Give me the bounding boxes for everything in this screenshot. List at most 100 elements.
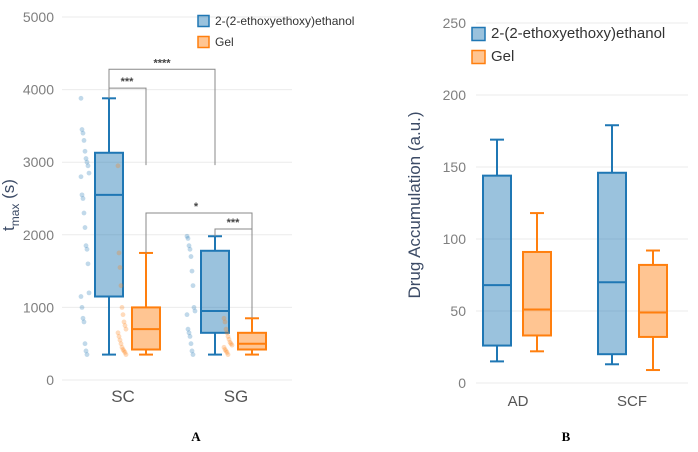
data-point [186,330,192,336]
data-point [119,344,125,350]
data-point [187,334,193,339]
data-point [185,326,191,332]
significance-label: *** [227,217,241,229]
data-point [190,283,196,289]
data-point [223,348,229,354]
data-point [228,341,234,347]
data-point [221,344,227,350]
data-point [189,348,195,354]
legend-label: 2-(2-ethoxyethoxy)ethanol [215,14,354,28]
data-point [221,315,227,321]
significance-bracket [108,87,147,166]
data-point [81,138,87,143]
y-tick-label: 3000 [23,154,54,170]
y-tick-label: 150 [443,159,467,175]
data-point [123,326,129,332]
data-point [122,350,128,355]
y-tick-label: 50 [450,303,466,319]
data-point [117,265,123,270]
data-point [85,261,91,267]
x-category-label: AD [508,393,529,410]
data-point [118,341,124,347]
legend-label: 2-(2-ethoxyethoxy)ethanol [491,25,665,42]
y-tick-label: 100 [443,231,467,247]
data-point [188,341,194,347]
y-tick-label: 200 [443,87,467,103]
data-point [191,305,197,310]
data-point [120,347,126,352]
legend-label: Gel [215,35,234,49]
data-point [222,347,228,352]
data-point [84,352,90,357]
data-point [121,319,127,325]
x-category-label: SG [224,387,249,406]
y-tick-label: 4000 [23,82,54,98]
data-point [229,342,235,348]
data-point [117,337,123,343]
data-point [78,174,84,180]
significance-label: *** [121,76,135,88]
data-point [84,159,90,165]
box [638,263,668,338]
data-point [79,305,85,310]
x-category-label: SCF [617,393,647,410]
significance-bracket [108,68,216,166]
legend-label: Gel [491,48,514,65]
data-point [78,95,84,101]
data-point [78,294,84,299]
data-point [82,341,88,347]
data-point [82,225,88,230]
data-point [189,268,195,274]
data-point [225,352,231,357]
y-tick-label: 250 [443,15,467,31]
x-category-label: SC [111,387,135,406]
data-point [122,323,128,328]
data-point [190,352,196,357]
y-axis-title: Drug Accumulation (a.u.) [405,111,424,298]
y-axis-title: tmax (s) [0,179,22,231]
data-point [116,250,122,256]
legend-swatch [471,26,486,42]
data-point [123,352,129,357]
y-tick-label: 0 [46,372,54,388]
data-point [82,148,88,154]
data-point [116,334,122,339]
panel-label: A [191,429,201,444]
data-point [227,339,233,345]
data-point [86,170,92,176]
data-point [120,312,126,318]
box [482,174,512,347]
data-point [81,210,87,216]
data-point [83,156,89,161]
data-point [223,326,229,332]
data-point [79,192,85,198]
data-point [86,290,92,296]
data-point [83,348,89,354]
data-point [185,236,191,241]
significance-label: * [194,201,199,213]
data-point [121,348,127,354]
data-point [119,305,125,310]
data-point [226,336,232,342]
data-point [224,350,230,355]
data-point [79,127,85,132]
data-point [84,246,90,252]
box [200,249,230,334]
data-point [222,319,228,325]
significance-label: **** [153,57,171,69]
chart-b: 0 50 100 150 200 250 Drug Accumulation (a.u.) A… [405,15,688,444]
y-tick-label: 1000 [23,299,54,315]
legend-swatch [197,35,210,49]
data-point [83,243,89,249]
data-point [81,319,87,325]
legend-swatch [471,49,486,65]
data-point [80,315,86,321]
data-point [188,254,194,259]
data-point [184,233,190,239]
data-point [118,283,124,289]
box [94,151,124,298]
data-point [187,246,193,252]
chart-a: 0 1000 2000 3000 4000 5000 tmax (s) SC SG 2-(2-et… [0,9,354,444]
legend-swatch [197,14,210,28]
